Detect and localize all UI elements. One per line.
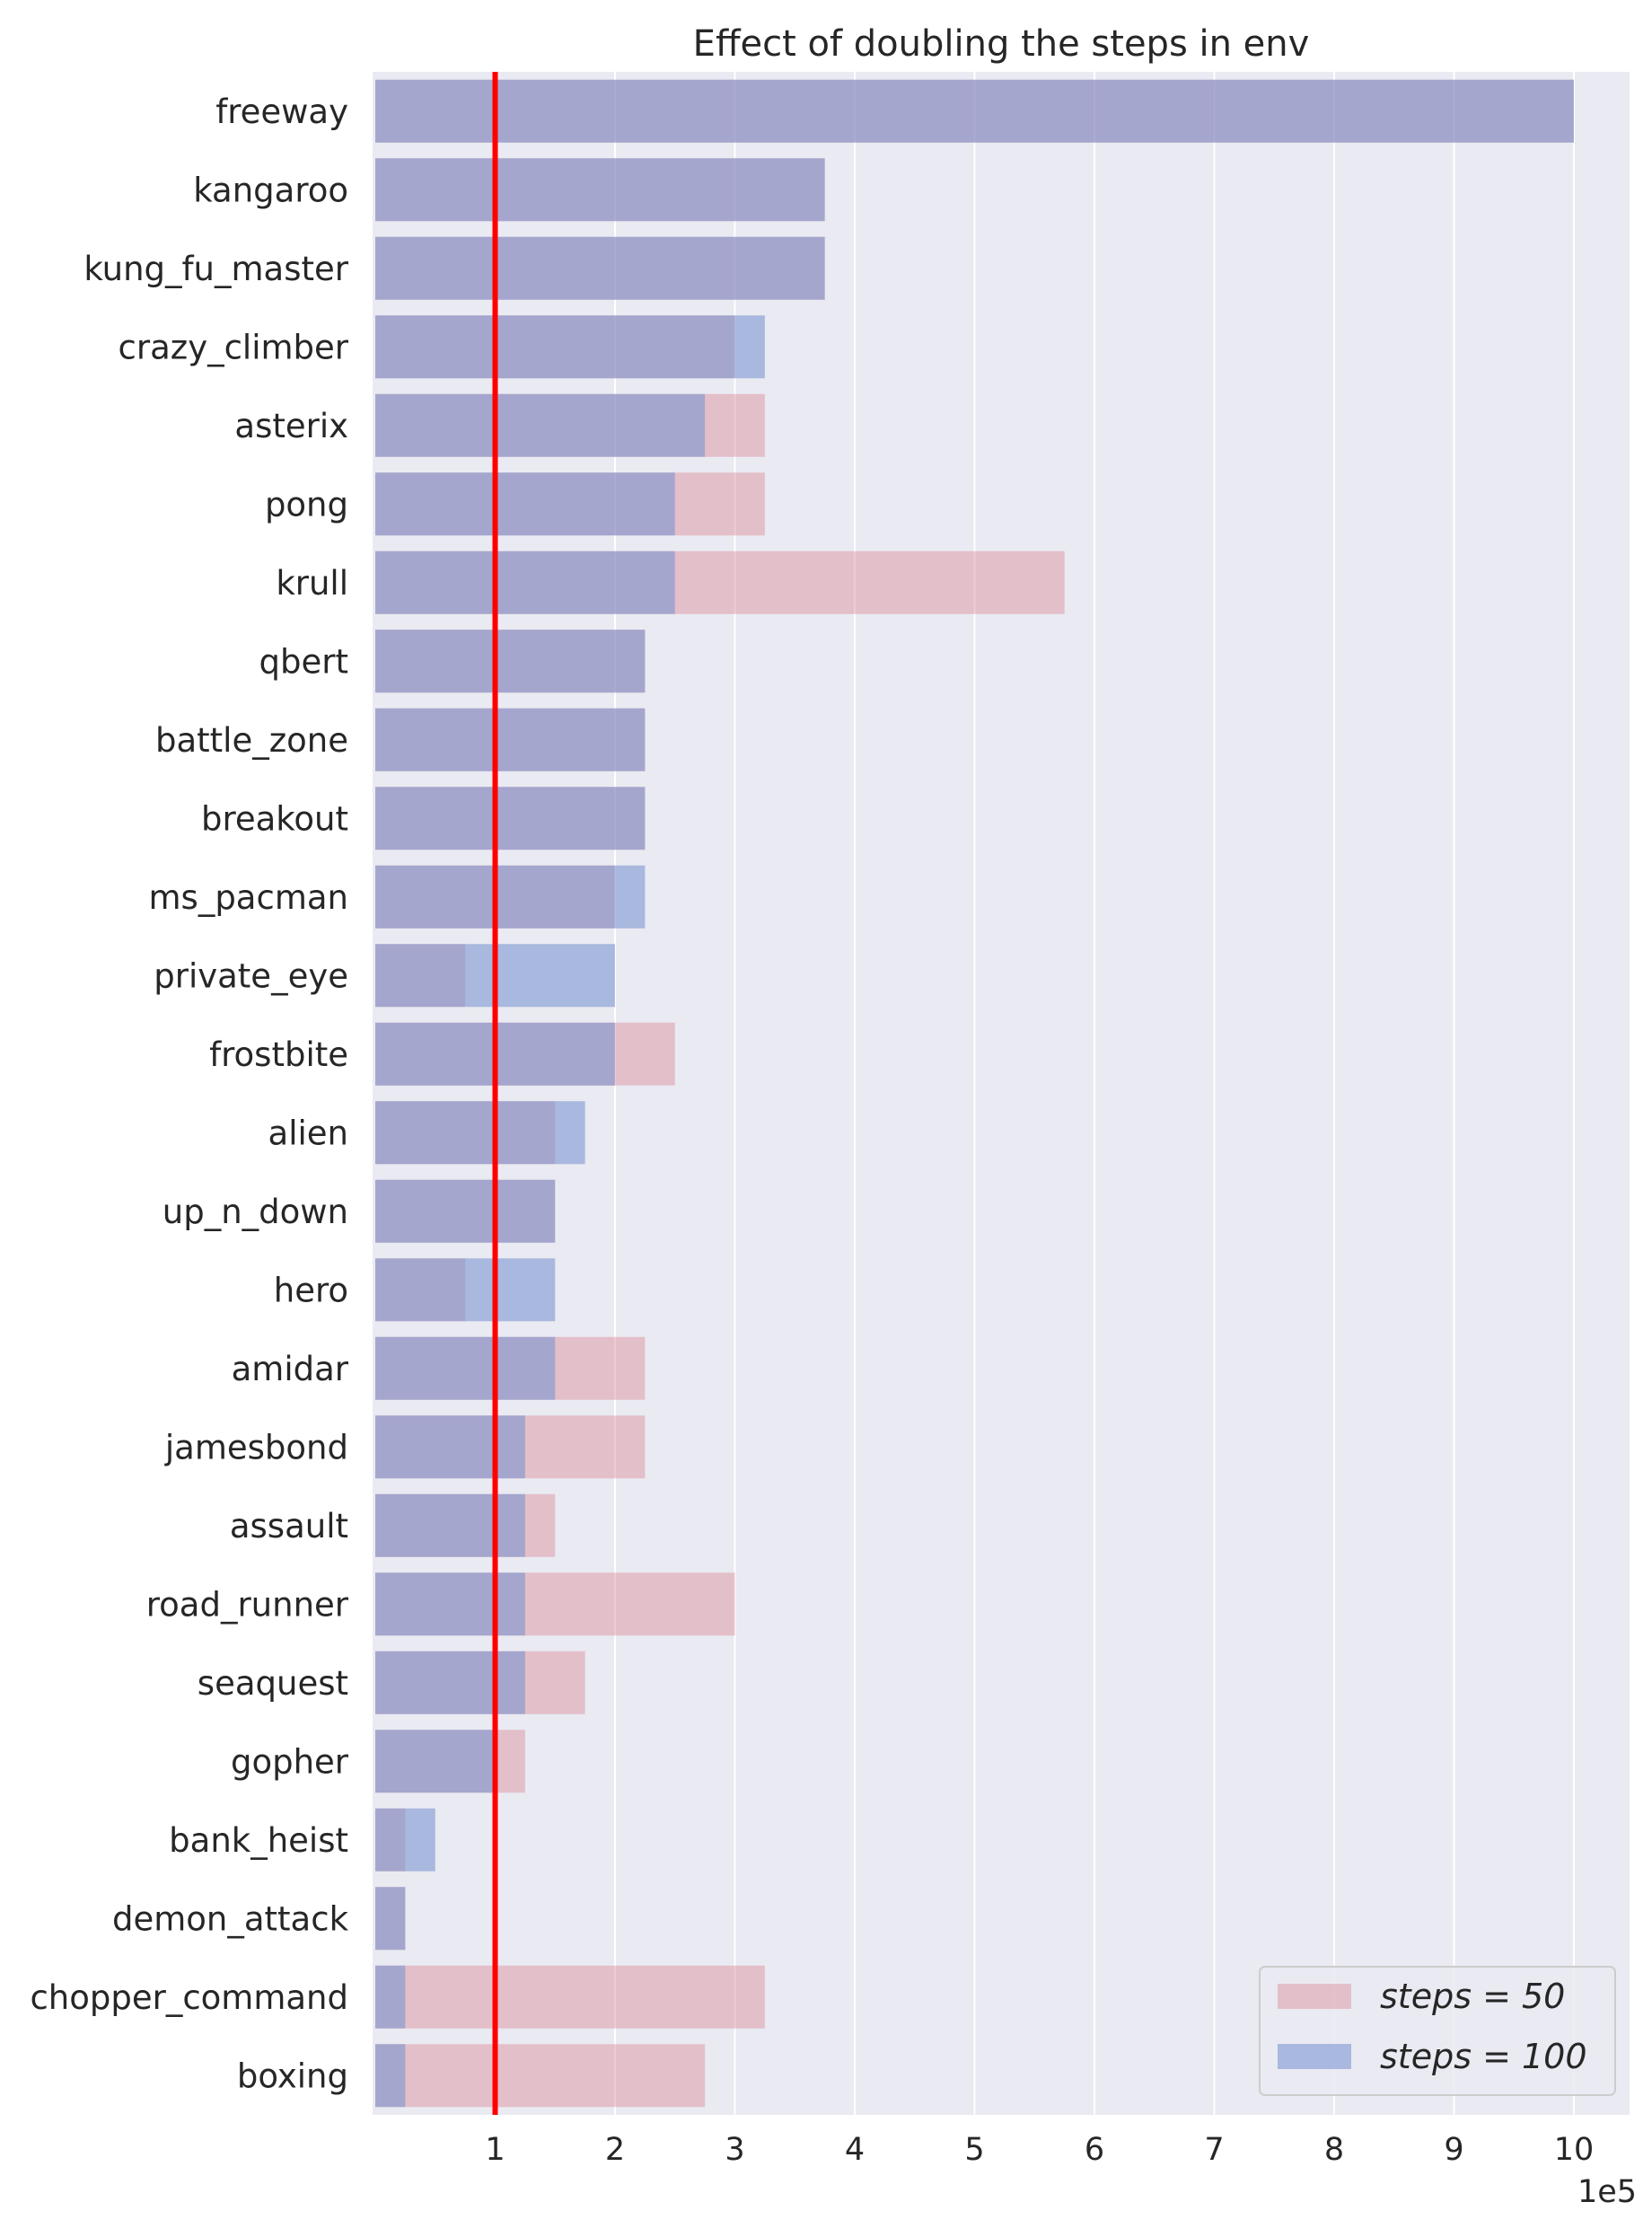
- bar-steps-100-alien: [375, 1101, 585, 1165]
- category-label-boxing: boxing: [237, 2056, 348, 2095]
- bar-steps-100-battle_zone: [375, 708, 646, 771]
- grid-lines: [494, 72, 1575, 2115]
- bar-steps-100-seaquest: [375, 1651, 525, 1714]
- bar-steps-100-bank_heist: [375, 1808, 435, 1872]
- category-label-ms_pacman: ms_pacman: [149, 878, 349, 917]
- category-labels: freeway kangaroo kung_fu_master crazy_climb…: [30, 92, 348, 2096]
- category-label-seaquest: seaquest: [198, 1664, 348, 1703]
- legend: steps = 50 steps = 100: [1259, 1966, 1616, 2096]
- bar-steps-100-kung_fu_master: [375, 236, 825, 300]
- x-tick-label: 7: [1204, 2132, 1224, 2168]
- bar-steps-100-chopper_command: [375, 1965, 406, 2029]
- category-label-kung_fu_master: kung_fu_master: [83, 250, 348, 288]
- category-label-alien: alien: [268, 1114, 348, 1152]
- category-label-pong: pong: [265, 485, 348, 524]
- category-label-frostbite: frostbite: [209, 1035, 348, 1074]
- category-label-road_runner: road_runner: [146, 1585, 349, 1624]
- category-label-breakout: breakout: [201, 799, 348, 838]
- category-label-hero: hero: [274, 1271, 348, 1309]
- bar-steps-100-demon_attack: [375, 1887, 406, 1951]
- category-label-battle_zone: battle_zone: [155, 721, 348, 760]
- category-label-freeway: freeway: [215, 92, 348, 131]
- bar-steps-100-qbert: [375, 630, 646, 693]
- chart-title: Effect of doubling the steps in env: [693, 23, 1310, 65]
- category-label-chopper_command: chopper_command: [30, 1978, 348, 2017]
- x-tick-label: 9: [1444, 2132, 1463, 2168]
- category-label-gopher: gopher: [231, 1742, 349, 1781]
- category-label-kangaroo: kangaroo: [193, 171, 348, 209]
- category-label-qbert: qbert: [259, 642, 348, 681]
- bar-steps-100-kangaroo: [375, 158, 825, 222]
- category-label-amidar: amidar: [232, 1350, 349, 1388]
- bar-steps-100-ms_pacman: [375, 865, 646, 929]
- x-tick-label: 4: [845, 2132, 865, 2168]
- x-tick-label: 1: [485, 2132, 505, 2168]
- bar-steps-100-road_runner: [375, 1572, 525, 1636]
- category-label-up_n_down: up_n_down: [163, 1193, 348, 1231]
- bar-steps-100-breakout: [375, 787, 646, 850]
- legend-swatch-steps-100: [1278, 2044, 1351, 2069]
- category-label-krull: krull: [276, 564, 348, 603]
- x-tick-label: 5: [964, 2132, 984, 2168]
- x-tick-label: 8: [1324, 2132, 1344, 2168]
- bar-steps-50-chopper_command: [375, 1965, 765, 2029]
- bar-steps-100-pong: [375, 472, 675, 536]
- legend-swatch-steps-50: [1278, 1984, 1351, 2009]
- category-label-bank_heist: bank_heist: [169, 1821, 348, 1860]
- category-label-crazy_climber: crazy_climber: [119, 328, 349, 366]
- x-tick-label: 3: [725, 2132, 744, 2168]
- x-offset-label: 1e5: [1577, 2174, 1637, 2210]
- bar-steps-50-boxing: [375, 2044, 706, 2108]
- bar-steps-100-jamesbond: [375, 1415, 525, 1479]
- bar-steps-100-freeway: [375, 79, 1574, 143]
- bar-steps-100-assault: [375, 1493, 525, 1557]
- bar-steps-100-up_n_down: [375, 1179, 556, 1243]
- bar-steps-100-asterix: [375, 393, 706, 457]
- category-label-demon_attack: demon_attack: [112, 1899, 349, 1938]
- x-tick-label: 6: [1085, 2132, 1104, 2168]
- bar-steps-100-krull: [375, 550, 675, 614]
- bar-steps-100-crazy_climber: [375, 315, 765, 379]
- x-tick-label: 2: [605, 2132, 625, 2168]
- bar-steps-100-boxing: [375, 2044, 406, 2108]
- bar-steps-100-hero: [375, 1258, 556, 1322]
- x-tick-label: 10: [1554, 2132, 1595, 2168]
- x-tick-labels: 1 2 3 4 5 6 7 8 9 10: [485, 2132, 1594, 2168]
- category-label-private_eye: private_eye: [154, 956, 348, 995]
- bar-steps-100-amidar: [375, 1336, 556, 1400]
- legend-label-steps-100: steps = 100: [1380, 2037, 1587, 2076]
- bar-steps-100-gopher: [375, 1730, 496, 1793]
- category-label-asterix: asterix: [234, 407, 348, 445]
- bars: [375, 79, 1574, 2108]
- category-label-jamesbond: jamesbond: [164, 1428, 348, 1466]
- legend-label-steps-50: steps = 50: [1380, 1977, 1565, 2016]
- category-label-assault: assault: [230, 1507, 348, 1546]
